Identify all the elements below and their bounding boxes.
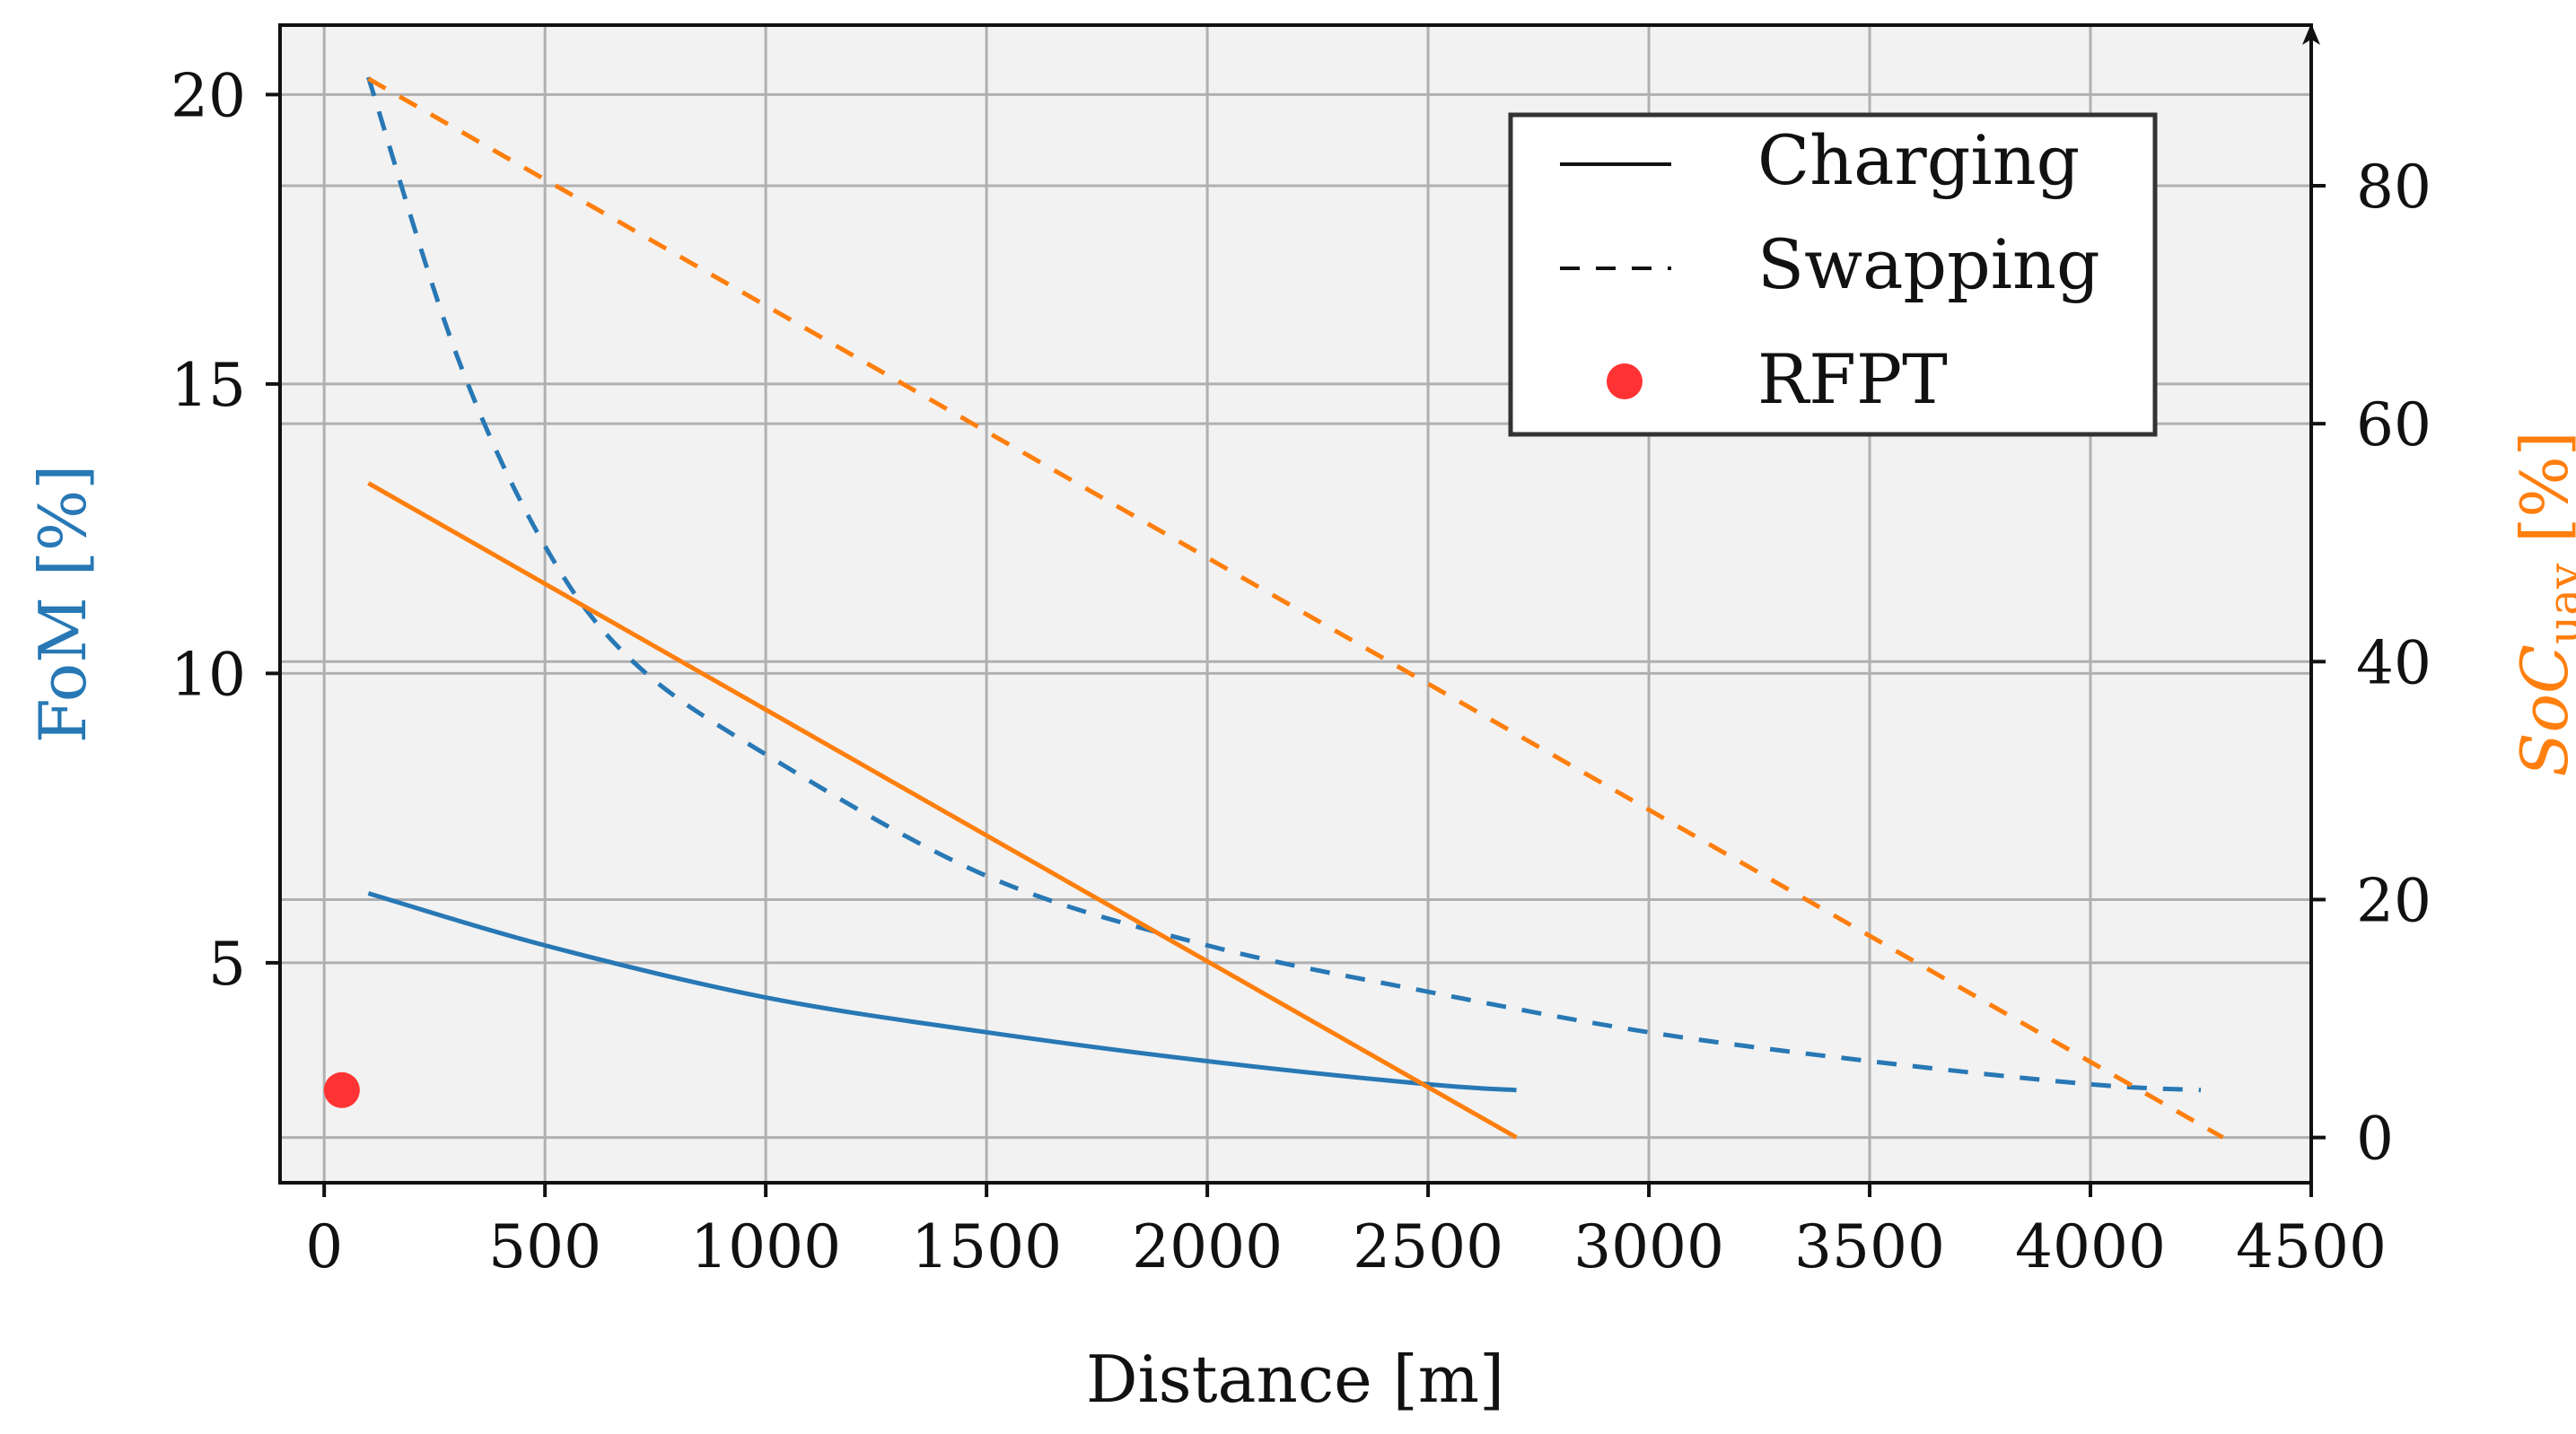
y-left-tick-label: 15 <box>171 351 246 420</box>
x-tick-label: 3500 <box>1794 1212 1945 1281</box>
legend: Charging Swapping RFPT <box>1508 112 2158 437</box>
y-right-tick-label: 0 <box>2356 1105 2394 1174</box>
y-right-tick-label: 80 <box>2356 153 2431 222</box>
series-line-left-dashed <box>366 76 2202 1093</box>
x-tick-label: 1500 <box>911 1212 1062 1281</box>
x-tick-label: 2000 <box>1132 1212 1283 1281</box>
y-left-axis-title: FoM [%] <box>25 465 101 744</box>
legend-label-swapping: Swapping <box>1757 224 2100 304</box>
legend-label-charging: Charging <box>1757 120 2080 200</box>
legend-swatch-rfpt <box>1607 363 1643 399</box>
y-right-title-main: SoC <box>2507 644 2576 777</box>
y-right-tick-label: 40 <box>2356 628 2431 697</box>
y-right-title-sub: uav <box>2538 563 2576 644</box>
series-line-left-solid <box>367 891 1517 1093</box>
legend-label-rfpt: RFPT <box>1757 339 1948 419</box>
x-tick-label: 1000 <box>690 1212 841 1281</box>
y-left-tick-label: 5 <box>208 930 246 999</box>
series-line-right-solid <box>367 481 1518 1140</box>
y-left-tick-label: 10 <box>171 640 246 709</box>
y-right-axis-title: SoCuav [%] <box>2507 431 2576 777</box>
ticks: 0 500 1000 1500 2000 2500 3000 3500 4000 4500 5 10 1… <box>171 61 2431 1281</box>
x-tick-label: 2500 <box>1353 1212 1503 1281</box>
x-tick-label: 4000 <box>2015 1212 2166 1281</box>
y-right-tick-label: 20 <box>2356 866 2431 935</box>
x-tick-label: 3000 <box>1573 1212 1724 1281</box>
x-tick-label: 500 <box>488 1212 601 1281</box>
rfpt-marker <box>323 1071 360 1108</box>
series-layer <box>323 76 2224 1140</box>
y-left-tick-label: 20 <box>171 61 246 130</box>
right-axis-arrow <box>2302 23 2320 45</box>
y-right-title-unit: [%] <box>2507 431 2576 563</box>
x-axis-title: Distance [m] <box>1086 1342 1504 1417</box>
x-tick-label: 4500 <box>2236 1212 2387 1281</box>
x-tick-label: 0 <box>305 1212 343 1281</box>
y-right-tick-label: 60 <box>2356 390 2431 459</box>
